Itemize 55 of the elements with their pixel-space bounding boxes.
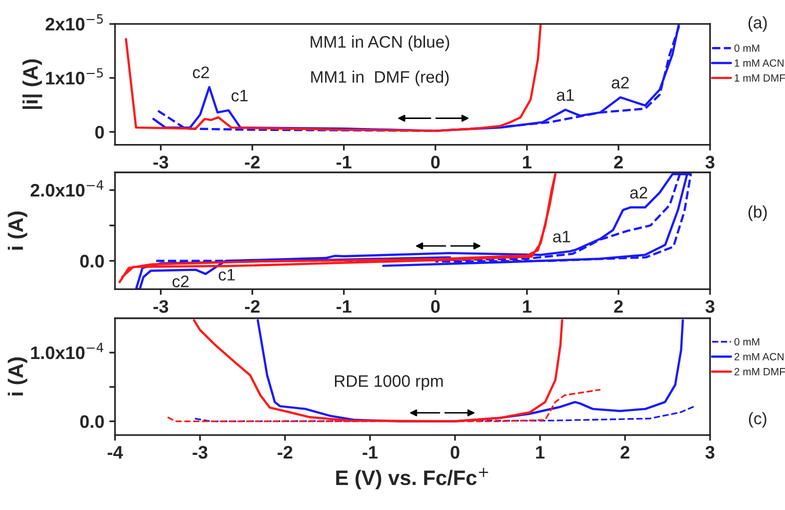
x-tick-label: -3 [192,446,208,459]
annotation: MM1 in DMF (red) [311,70,449,86]
y-tick-label: 0.0 [80,254,104,268]
y-axis-title: i (A) [8,212,28,250]
x-tick-label: 1 [536,446,545,459]
annotation: c1 [232,90,248,102]
x-tick-label: 0 [431,156,440,169]
legend-label: 1 mM ACN [734,59,784,67]
x-tick-label: -1 [336,300,352,313]
y-tick-label: 2.0x10$^{−4}$ [30,180,104,197]
x-tick-label: 2 [614,156,623,168]
x-tick-label: 0 [450,446,460,459]
x-tick-label: -3 [153,300,168,313]
legend-label: 2 mM DMF [734,368,785,376]
legend-label: 1 mM DMF [734,74,785,82]
annotation: a1 [556,89,574,101]
annotation: c2 [172,276,189,288]
x-tick-label: 1 [523,300,532,313]
x-tick-label: 3 [705,446,714,459]
x-tick-label: -3 [153,156,168,169]
line-series [124,24,542,132]
annotation: c2 [192,66,209,78]
x-tick-label: -1 [362,446,378,459]
legend-label: 2 mM ACN [734,353,784,360]
annotation: a1 [553,230,570,242]
x-tick-label: 2 [614,300,623,313]
x-tick-label: 3 [705,156,714,169]
x-tick-label: 0 [431,300,440,313]
annotation: a2 [630,186,648,199]
y-tick-label: 1.0x10$^{−4}$ [31,342,104,360]
text: (a) [748,16,767,32]
y-tick-label: 1x10$^{−5}$ [46,68,103,85]
x-tick-label: 2 [620,446,630,459]
y-tick-label: 0 [95,126,104,139]
legend-label: 0 mM [734,44,760,52]
x-tick-label: 1 [523,156,532,168]
y-axis-title: i (A) [8,357,28,396]
x-tick-label: -2 [244,156,260,168]
annotation: RDE 1000 rpm [334,375,443,390]
x-tick-label: -1 [336,156,352,168]
legend-label: 0 mM [734,338,760,346]
annotation: a2 [612,76,629,89]
x-tick-label: -4 [108,446,123,459]
y-tick-label: 2x10$^{−5}$ [46,14,103,31]
annotation: c1 [218,268,235,281]
y-tick-label: 0.0 [80,415,104,428]
annotation: MM1 in ACN (blue) [310,36,450,52]
text: (b) [748,205,767,222]
x-axis-title: E (V) vs. Fc/Fc$^{+}$ [336,468,488,490]
x-tick-label: 3 [705,300,714,313]
x-tick-label: -2 [278,446,292,459]
text: (c) [748,412,766,428]
x-tick-label: -2 [244,300,260,313]
y-axis-title: |i| (A) [22,59,42,109]
line-series [134,173,688,290]
